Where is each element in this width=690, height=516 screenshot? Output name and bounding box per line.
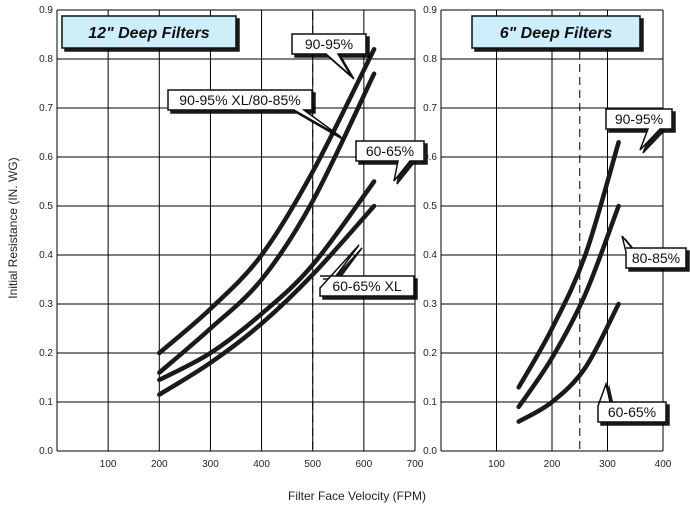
callout-6in-80-85: 80-85% <box>621 235 687 269</box>
series-line-1-80-85 <box>516 203 621 410</box>
y-tick-label-0-2: 0.2 <box>39 348 53 359</box>
y-tick-label-1-1: 0.1 <box>423 397 437 408</box>
x-tick-labels-12in: 100 200 300 400 500 600 700 <box>100 459 424 470</box>
x-tick-label-1-2: 300 <box>599 459 616 470</box>
panel-12in-deep-filters: 0.0 0.1 0.2 0.3 0.4 0.5 0.6 0.7 0.8 0.9 100 200 300… <box>39 5 425 470</box>
callout-label-6in-80-85: 80-85% <box>632 250 680 266</box>
series-line-1-60-65 <box>516 301 621 424</box>
callout-6in-90-95: 90-95% <box>605 108 673 151</box>
x-tick-labels-6in: 100 200 300 400 <box>488 459 672 470</box>
y-tick-labels-6in: 0.0 0.1 0.2 0.3 0.4 0.5 0.6 0.7 0.8 0.9 <box>423 5 437 457</box>
x-tick-label-0-0: 100 <box>100 459 117 470</box>
panel-6in-deep-filters: 0.0 0.1 0.2 0.3 0.4 0.5 0.6 0.7 0.8 0.9 100 200 300… <box>423 5 687 470</box>
series-line-0-90-95-xl-80-85 <box>157 71 377 375</box>
y-tick-label-1-4: 0.4 <box>423 250 437 261</box>
y-tick-label-1-6: 0.6 <box>423 152 437 163</box>
y-tick-label-0-7: 0.7 <box>39 103 53 114</box>
y-tick-label-0-0: 0.0 <box>39 446 53 457</box>
grid-6in <box>440 9 664 452</box>
y-tick-label-1-7: 0.7 <box>423 103 437 114</box>
y-tick-label-0-4: 0.4 <box>39 250 53 261</box>
x-tick-label-0-4: 500 <box>304 459 321 470</box>
callout-90-95-xl-80-85: 90-95% XL/80-85% <box>167 89 342 138</box>
y-tick-label-0-6: 0.6 <box>39 152 53 163</box>
x-axis-label: Filter Face Velocity (FPM) <box>288 489 426 503</box>
y-tick-label-1-9: 0.9 <box>423 5 437 16</box>
callouts-12in: 90-95% 90-95% XL/80-85% 60-65% 60-65% XL <box>167 33 425 297</box>
y-tick-label-0-3: 0.3 <box>39 299 53 310</box>
callout-label-6in-60-65: 60-65% <box>608 404 656 420</box>
title-box-12in: 12" Deep Filters <box>61 15 237 49</box>
callout-6in-60-65: 60-65% <box>597 381 667 423</box>
x-tick-label-0-6: 700 <box>407 459 424 470</box>
x-tick-label-0-2: 300 <box>202 459 219 470</box>
x-tick-label-0-1: 200 <box>151 459 168 470</box>
y-tick-label-1-3: 0.3 <box>423 299 437 310</box>
x-tick-label-1-3: 400 <box>655 459 672 470</box>
callout-90-95: 90-95% <box>291 33 367 77</box>
y-tick-label-0-5: 0.5 <box>39 201 53 212</box>
y-tick-label-1-2: 0.2 <box>423 348 437 359</box>
chart-title-12in: 12" Deep Filters <box>88 25 210 42</box>
title-box-6in: 6" Deep Filters <box>471 15 641 49</box>
chart-title-6in: 6" Deep Filters <box>500 25 613 42</box>
series-line-1-90-95 <box>516 140 621 390</box>
callout-label-60-65: 60-65% <box>366 143 414 159</box>
callout-label-90-95-xl-80-85: 90-95% XL/80-85% <box>179 92 300 108</box>
y-tick-label-0-8: 0.8 <box>39 54 53 65</box>
x-tick-label-1-0: 100 <box>488 459 505 470</box>
y-tick-label-1-0: 0.0 <box>423 446 437 457</box>
callout-label-60-65-xl: 60-65% XL <box>332 278 401 294</box>
y-axis-label: Initial Resistance (IN. WG) <box>6 157 20 298</box>
series-line-0-60-65 <box>157 179 377 383</box>
x-tick-label-1-1: 200 <box>544 459 561 470</box>
curves-6in <box>516 140 621 424</box>
callout-label-90-95: 90-95% <box>305 36 353 52</box>
callout-label-6in-90-95: 90-95% <box>615 111 663 127</box>
curves-12in <box>157 46 377 397</box>
series-line-0-60-65-xl <box>157 203 377 397</box>
x-tick-label-0-5: 600 <box>356 459 373 470</box>
y-tick-label-1-5: 0.5 <box>423 201 437 212</box>
y-tick-label-1-8: 0.8 <box>423 54 437 65</box>
callouts-6in: 90-95% 80-85% 60-65% <box>597 108 687 423</box>
y-tick-labels-12in: 0.0 0.1 0.2 0.3 0.4 0.5 0.6 0.7 0.8 0.9 <box>39 5 53 457</box>
x-tick-label-0-3: 400 <box>253 459 270 470</box>
series-line-0-90-95 <box>157 46 377 356</box>
y-tick-label-0-9: 0.9 <box>39 5 53 16</box>
y-tick-label-0-1: 0.1 <box>39 397 53 408</box>
callout-60-65-xl: 60-65% XL <box>319 244 415 297</box>
callout-60-65: 60-65% <box>355 140 425 182</box>
